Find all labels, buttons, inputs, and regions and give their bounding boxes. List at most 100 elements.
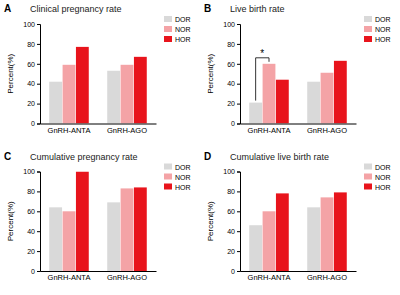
- tick-label: 80: [27, 41, 35, 48]
- tick-label: 20: [227, 248, 235, 255]
- panel: 020406080100GnRH-ANTAGnRH-AGOPercent(%)D…: [204, 151, 391, 283]
- legend-swatch: [364, 26, 372, 32]
- tick: 0: [231, 268, 240, 275]
- bar: [307, 207, 320, 271]
- tick: 40: [227, 228, 240, 235]
- legend-item: HOR: [164, 36, 191, 43]
- tick-mark: [37, 124, 40, 125]
- tick-label: 80: [227, 41, 235, 48]
- panel-label: B: [204, 3, 211, 14]
- tick: 80: [227, 188, 240, 195]
- panel: 020406080100GnRH-ANTAGnRH-AGOPercent(%)C…: [4, 151, 191, 283]
- tick: 40: [27, 228, 40, 235]
- tick: 0: [31, 268, 40, 275]
- chart-title: Live birth rate: [230, 4, 285, 14]
- tick-label: 100: [223, 21, 235, 28]
- legend-swatch: [364, 16, 372, 22]
- bar: [276, 80, 289, 124]
- legend-item: HOR: [364, 36, 391, 43]
- tick-label: 100: [223, 168, 235, 175]
- legend: DOR NOR HOR: [364, 164, 391, 191]
- legend-item: NOR: [364, 174, 391, 181]
- bars: [49, 172, 147, 272]
- bar: [76, 172, 89, 272]
- tick: 60: [227, 208, 240, 215]
- legend-item: NOR: [364, 26, 391, 33]
- panel-label: C: [4, 151, 11, 162]
- legend-label: DOR: [175, 164, 191, 171]
- tick-mark: [237, 211, 240, 212]
- axis-line: [241, 271, 357, 272]
- tick: GnRH-ANTA: [48, 124, 91, 135]
- bracket-leg: [269, 58, 270, 62]
- x-axis: GnRH-ANTA GnRH-AGO: [41, 124, 157, 135]
- tick-mark: [37, 251, 40, 252]
- tick-mark: [37, 231, 40, 232]
- tick-mark: [237, 64, 240, 65]
- tick-label: GnRH-AGO: [307, 126, 347, 135]
- tick-mark: [237, 44, 240, 45]
- tick: 40: [27, 80, 40, 87]
- legend: DORNORHOR: [364, 16, 391, 43]
- plot-area: 020406080100GnRH-ANTAGnRH-AGO: [23, 21, 156, 135]
- tick-label: 0: [31, 268, 35, 275]
- tick-mark: [237, 24, 240, 25]
- legend-label: DOR: [175, 16, 191, 23]
- tick-label: GnRH-ANTA: [48, 273, 91, 282]
- legend-item: DOR: [364, 164, 391, 171]
- tick-mark: [237, 84, 240, 85]
- axis-line: [37, 172, 41, 272]
- tick-label: GnRH-AGO: [107, 126, 147, 135]
- bar: [49, 207, 62, 271]
- y-axis: 0 20 40 60 80 100: [223, 21, 240, 128]
- tick-label: 0: [231, 120, 235, 127]
- axis-title: Percent(%): [206, 53, 215, 93]
- tick-mark: [37, 24, 40, 25]
- tick-label: GnRH-ANTA: [248, 273, 291, 282]
- bar: [321, 73, 334, 124]
- bar: [134, 57, 147, 124]
- y-axis: 020406080100: [23, 21, 40, 128]
- axis-line: [237, 25, 241, 125]
- panel-label: D: [204, 151, 211, 162]
- tick: 60: [227, 61, 240, 68]
- tick-label: 20: [27, 248, 35, 255]
- legend-label: HOR: [375, 36, 391, 43]
- x-axis: GnRH-ANTA GnRH-AGO: [241, 124, 357, 135]
- panel: 020406080100GnRH-ANTAGnRH-AGOPercent(%)A…: [4, 3, 191, 135]
- tick-label: 20: [27, 100, 35, 107]
- bar: [107, 202, 120, 271]
- tick: GnRH-AGO: [107, 124, 147, 135]
- tick: 40: [227, 80, 240, 87]
- bar: [249, 103, 262, 124]
- legend-swatch: [164, 36, 172, 42]
- tick: 20: [227, 100, 240, 107]
- axis-line: [41, 271, 157, 272]
- bar: [63, 211, 76, 271]
- tick-mark: [37, 104, 40, 105]
- tick: 0: [231, 120, 240, 127]
- bar: [307, 82, 320, 124]
- legend-item: HOR: [364, 184, 391, 191]
- legend: DORNORHOR: [164, 164, 191, 191]
- tick: 100: [223, 168, 240, 175]
- tick: GnRH-AGO: [107, 271, 147, 282]
- bar: [263, 211, 276, 271]
- panel-label: A: [4, 3, 11, 14]
- tick-mark: [37, 191, 40, 192]
- chart-title: Cumulative live birth rate: [230, 152, 329, 162]
- bar: [263, 64, 276, 124]
- bar: [107, 71, 120, 124]
- tick-mark: [37, 64, 40, 65]
- legend-item: NOR: [164, 174, 191, 181]
- bar: [63, 65, 76, 124]
- bars: [249, 192, 347, 271]
- legend-label: DOR: [375, 164, 391, 171]
- bar: [334, 61, 347, 124]
- tick-mark: [37, 271, 40, 272]
- y-axis: 0 20 40 60 80 100: [223, 168, 240, 274]
- bars: [249, 61, 347, 124]
- tick: GnRH-AGO: [307, 124, 347, 135]
- tick-mark: [237, 251, 240, 252]
- tick-label: GnRH-ANTA: [248, 126, 291, 135]
